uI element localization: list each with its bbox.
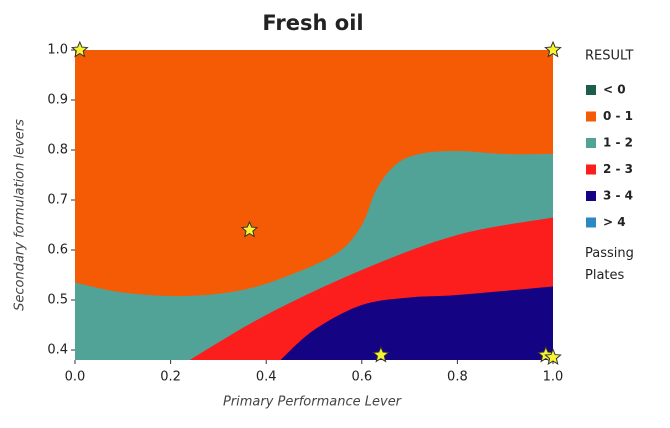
passing-plate-star [70,40,89,58]
y-tick-label: 0.8 [47,143,68,158]
legend-points-label: Passing Plates [585,246,634,283]
x-tick-label: 0.6 [351,370,372,385]
contour-region [75,286,553,360]
y-tick-label: 0.9 [47,93,68,108]
chart-title: Fresh oil [262,11,363,35]
plot-area [75,50,553,360]
passing-plate-star [544,40,562,58]
legend-label: 2 - 3 [603,162,633,176]
y-tick-label: 0.6 [47,243,68,258]
legend-swatch [586,164,596,175]
legend-points-word: Passing [585,246,634,261]
legend-swatch [586,191,596,201]
x-axis-label: Primary Performance Lever [223,395,403,410]
legend-swatch [586,138,596,148]
x-tick-label: 0.0 [65,370,86,385]
legend-swatch [586,217,596,228]
legend-swatch [586,111,596,122]
legend-label: 3 - 4 [603,189,633,203]
y-tick-label: 0.7 [47,193,68,208]
x-tick-label: 0.4 [256,370,277,385]
legend-label: 1 - 2 [603,136,633,150]
x-tick-label: 0.2 [160,370,181,385]
legend-label: < 0 [603,83,626,97]
legend-swatch [586,85,596,95]
passing-plate-star [544,348,562,366]
x-tick-label: 1.0 [543,370,564,385]
passing-plate-star [240,220,259,238]
y-tick-label: 0.4 [47,343,68,358]
legend-title: RESULT [585,49,633,64]
legend-label: 0 - 1 [603,109,633,123]
legend-points-word: Plates [585,268,625,283]
y-tick-label: 1.0 [47,43,68,58]
passing-plate-star [372,345,390,363]
x-tick-label: 0.8 [447,370,468,385]
legend-label: > 4 [603,215,626,229]
y-axis-label: Secondary formulation levers [13,119,28,311]
y-tick-label: 0.5 [47,293,68,308]
